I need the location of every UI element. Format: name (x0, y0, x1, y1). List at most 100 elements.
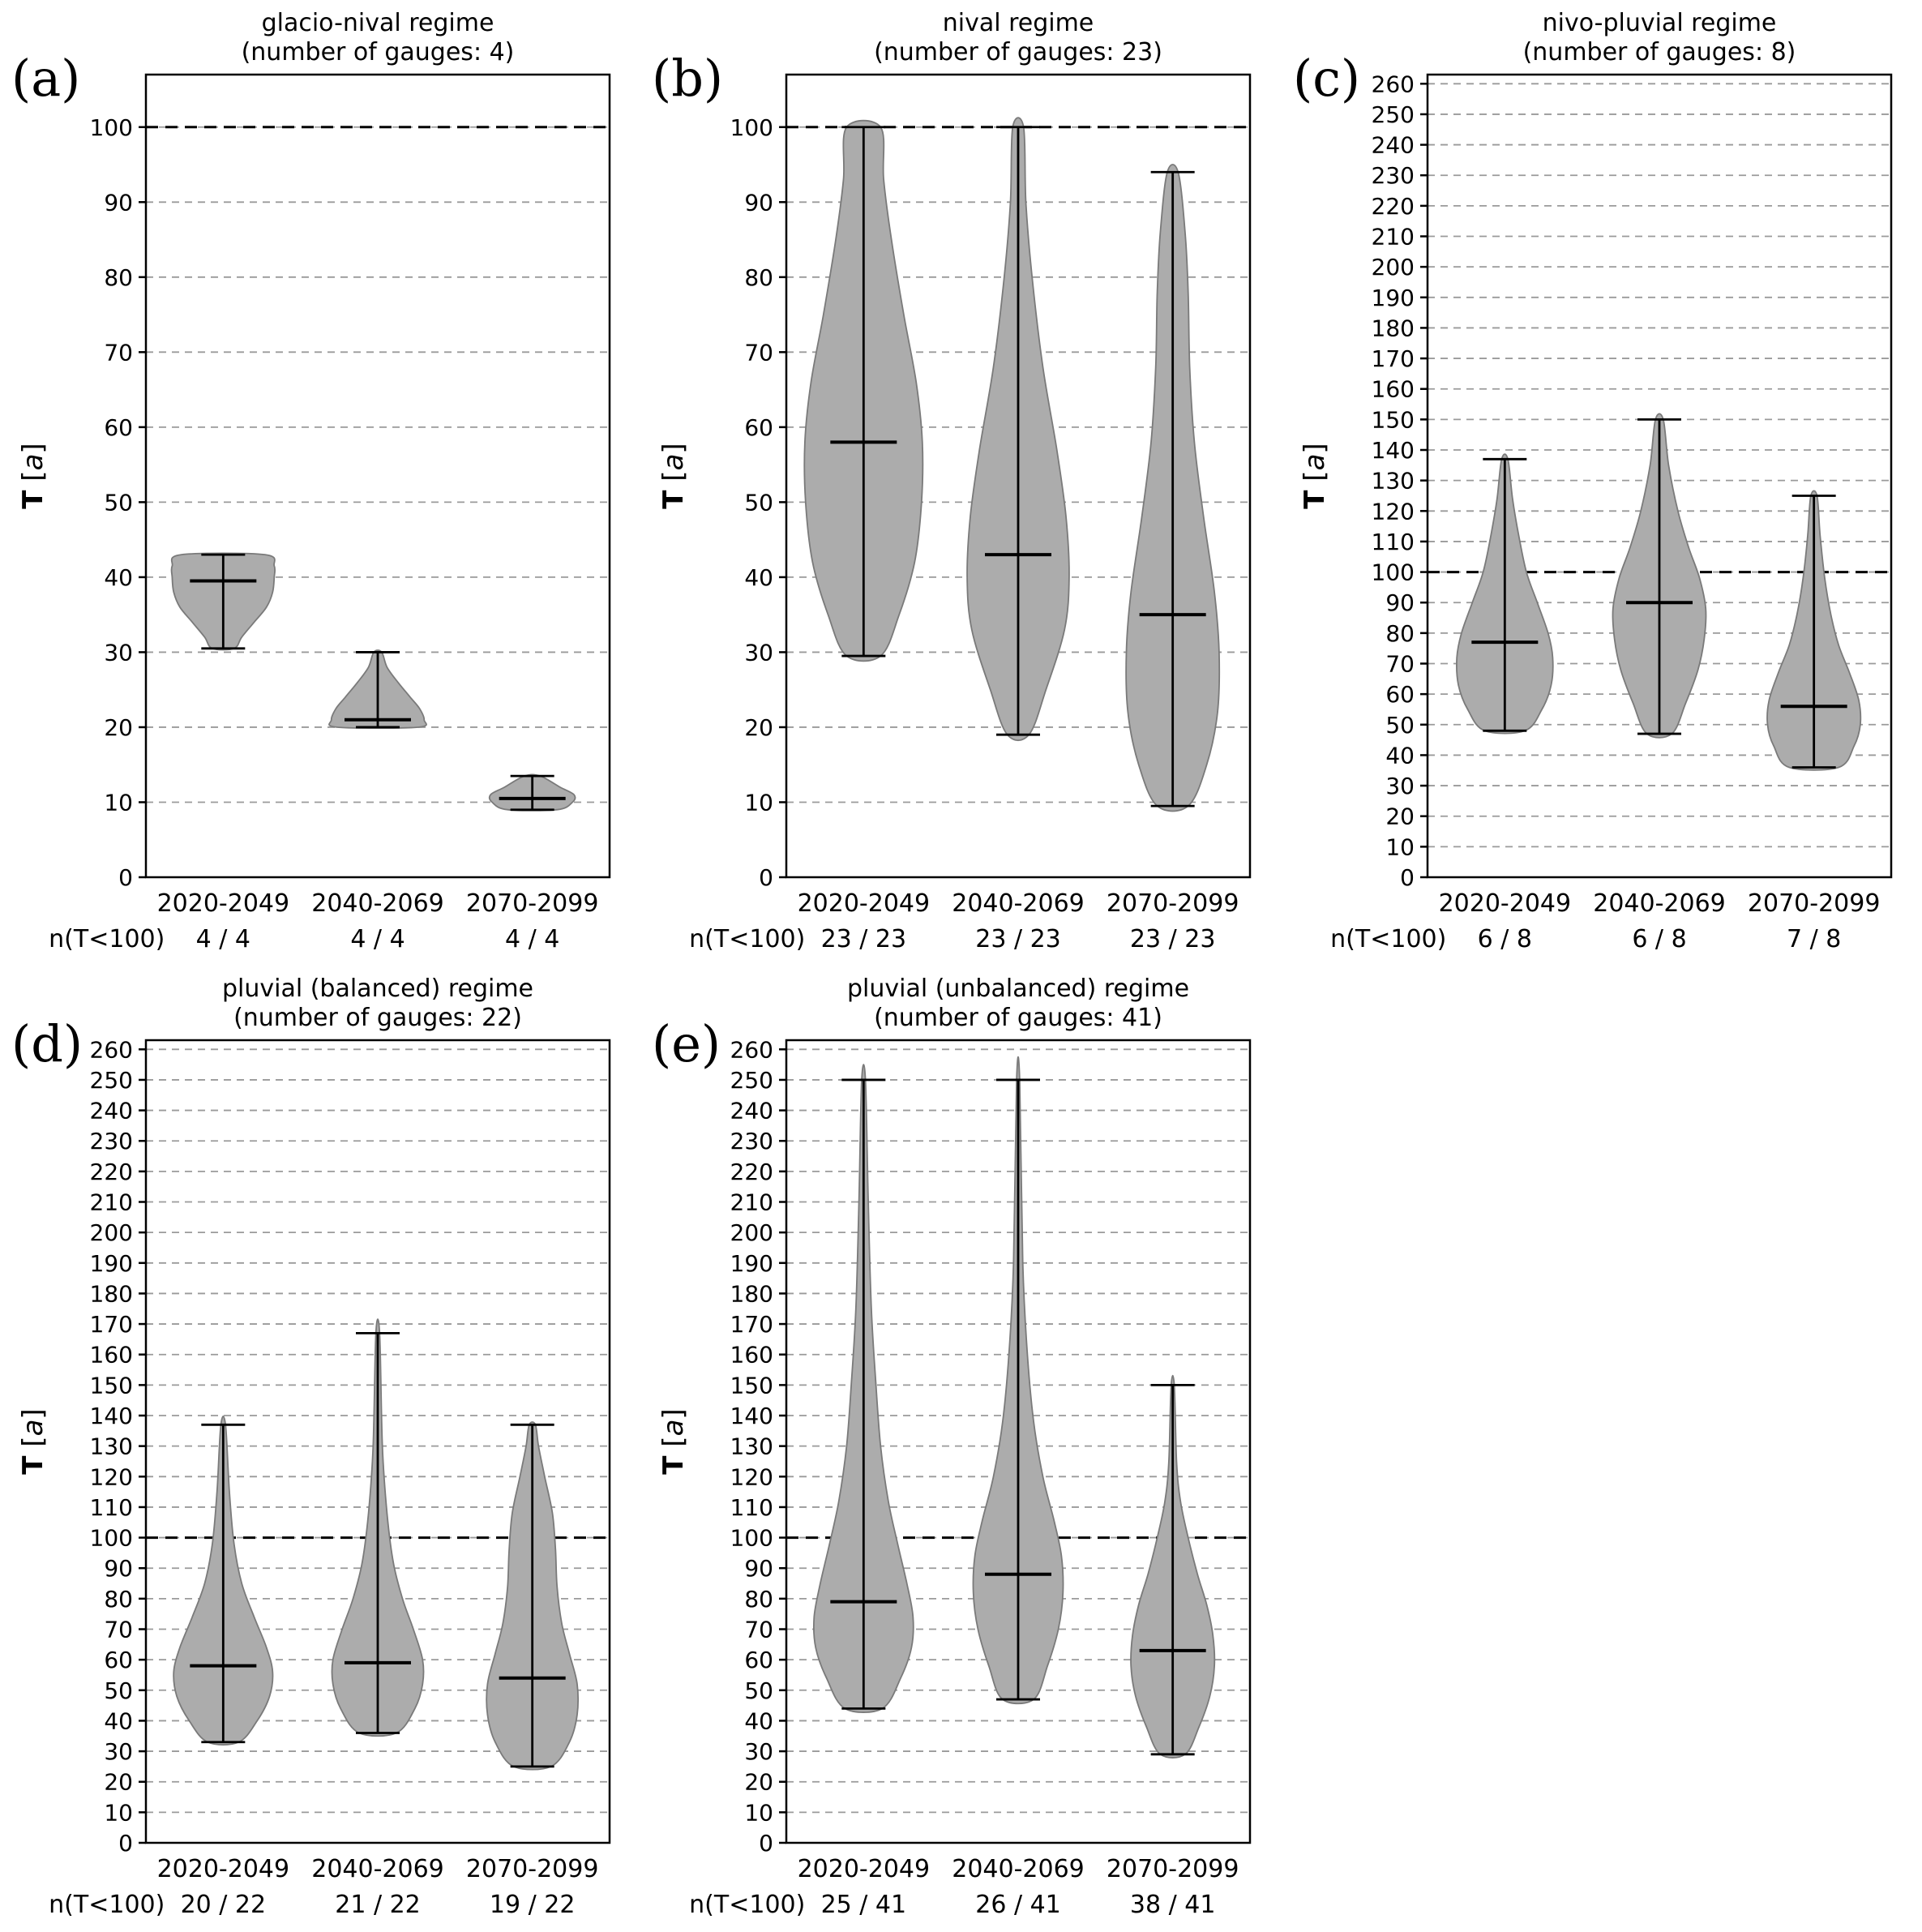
y-tick-label: 110 (730, 1494, 773, 1521)
panel-subtitle: (number of gauges: 22) (233, 1004, 522, 1032)
y-tick-label: 200 (1372, 254, 1415, 281)
y-tick-label: 130 (1372, 468, 1415, 495)
panel-subtitle: (number of gauges: 4) (242, 38, 515, 66)
y-tick-label: 260 (730, 1036, 773, 1063)
y-tick-label: 10 (1385, 833, 1415, 860)
y-axis-ticks: 0 10 20 30 40 50 60 70 80 90 100 (730, 114, 786, 891)
y-tick-label: 40 (744, 564, 773, 591)
y-tick-label: 130 (90, 1433, 133, 1460)
panel-glacio-nival: (a) 0 10 20 30 40 50 60 70 80 90 100 glacio-nival r… (0, 0, 640, 966)
y-tick-label: 50 (1385, 712, 1415, 739)
n-count-label: 21 / 22 (335, 1891, 421, 1919)
y-tick-label: 190 (730, 1250, 773, 1277)
y-tick-label: 210 (1372, 224, 1415, 251)
panel-letter-c: (c) (1293, 49, 1361, 108)
y-tick-label: 230 (730, 1128, 773, 1154)
y-tick-label: 30 (1385, 773, 1415, 799)
n-count-label: 4 / 4 (505, 925, 559, 953)
y-tick-label: 70 (744, 339, 773, 366)
y-tick-label: 100 (90, 114, 133, 141)
n-row-label: n(T<100) (49, 1891, 165, 1919)
y-tick-label: 160 (90, 1342, 133, 1369)
n-count-label: 7 / 8 (1787, 925, 1841, 953)
violin-group (170, 552, 276, 651)
violin-group (328, 649, 427, 730)
n-count-label: 25 / 41 (821, 1891, 907, 1919)
y-tick-label: 210 (730, 1189, 773, 1216)
y-tick-label: 50 (104, 1677, 133, 1704)
violin-group (1766, 490, 1862, 771)
y-tick-label: 90 (104, 189, 133, 216)
y-tick-label: 80 (744, 1586, 773, 1613)
y-tick-label: 20 (744, 1769, 773, 1796)
n-count-label: 4 / 4 (196, 925, 250, 953)
y-tick-label: 250 (1372, 101, 1415, 128)
y-tick-label: 70 (744, 1617, 773, 1643)
x-category-label: 2070-2099 (1748, 889, 1881, 918)
n-count-label: 6 / 8 (1478, 925, 1532, 953)
y-axis-label: T [a] (17, 1408, 49, 1474)
y-tick-label: 0 (759, 1830, 773, 1857)
x-category-label: 2040-2069 (311, 889, 444, 918)
y-tick-label: 240 (730, 1098, 773, 1125)
y-tick-label: 120 (90, 1463, 133, 1490)
y-tick-label: 30 (104, 1738, 133, 1765)
y-tick-label: 40 (1385, 742, 1415, 769)
y-tick-label: 250 (90, 1067, 133, 1094)
y-tick-label: 60 (744, 414, 773, 441)
y-tick-label: 60 (104, 414, 133, 441)
y-tick-label: 90 (744, 1555, 773, 1582)
y-tick-label: 190 (1372, 285, 1415, 311)
y-tick-label: 190 (90, 1250, 133, 1277)
y-tick-label: 90 (104, 1555, 133, 1582)
y-tick-label: 200 (730, 1219, 773, 1246)
y-axis-ticks: 0 10 20 30 40 50 60 70 80 90 100 110 120 130 140 150 160… (1372, 71, 1428, 891)
n-count-label: 26 / 41 (975, 1891, 1061, 1919)
y-tick-label: 220 (730, 1159, 773, 1185)
panel-subtitle: (number of gauges: 23) (874, 38, 1162, 66)
y-tick-label: 150 (90, 1372, 133, 1399)
y-tick-label: 120 (1372, 498, 1415, 525)
y-tick-label: 30 (744, 1738, 773, 1765)
y-tick-label: 240 (90, 1098, 133, 1125)
panel-letter-b: (b) (652, 49, 724, 108)
y-tick-label: 20 (1385, 803, 1415, 830)
chart-svg: 0 10 20 30 40 50 60 70 80 90 100 110 120 130 140 150 160… (1299, 9, 1893, 953)
y-tick-label: 100 (730, 114, 773, 141)
y-tick-label: 150 (730, 1372, 773, 1399)
violin-group (803, 119, 924, 662)
panel-title: nivo-pluvial regime (1543, 9, 1777, 37)
violin-group (1125, 164, 1221, 812)
y-tick-label: 180 (1372, 315, 1415, 341)
n-count-label: 23 / 23 (821, 925, 907, 953)
axes-box (785, 1039, 1252, 1844)
n-row-label: n(T<100) (49, 925, 165, 953)
y-tick-label: 90 (1385, 589, 1415, 616)
axes-box (144, 1039, 611, 1844)
y-tick-label: 10 (744, 1799, 773, 1826)
y-tick-label: 100 (90, 1525, 133, 1552)
y-tick-label: 220 (1372, 193, 1415, 220)
y-tick-label: 40 (104, 564, 133, 591)
y-tick-label: 0 (1400, 864, 1415, 891)
y-tick-label: 180 (730, 1280, 773, 1307)
y-tick-label: 10 (744, 789, 773, 816)
y-tick-label: 160 (730, 1342, 773, 1369)
x-category-label: 2040-2069 (952, 889, 1085, 918)
x-category-label: 2020-2049 (1439, 889, 1572, 918)
y-tick-label: 170 (90, 1311, 133, 1338)
violin-group (972, 1056, 1064, 1705)
chart-svg: 0 10 20 30 40 50 60 70 80 90 100 110 120 130 140 150 160… (657, 975, 1252, 1919)
violin-group (488, 773, 576, 812)
x-category-label: 2040-2069 (1593, 889, 1726, 918)
n-count-label: 23 / 23 (1130, 925, 1216, 953)
violin-group (1612, 413, 1707, 739)
panel-pluvial-unbalanced: (e) 0 10 20 30 40 50 60 70 80 90 100 110 120 130 140 15… (640, 966, 1281, 1931)
n-row-label: n(T<100) (689, 1891, 805, 1919)
y-tick-label: 0 (118, 1830, 133, 1857)
y-tick-label: 230 (90, 1128, 133, 1154)
n-count-label: 23 / 23 (975, 925, 1061, 953)
panel-nivo-pluvial: (c) 0 10 20 30 40 50 60 70 80 90 100 110 120 130 140 15… (1282, 0, 1922, 966)
y-tick-label: 0 (759, 864, 773, 891)
y-tick-label: 220 (90, 1159, 133, 1185)
